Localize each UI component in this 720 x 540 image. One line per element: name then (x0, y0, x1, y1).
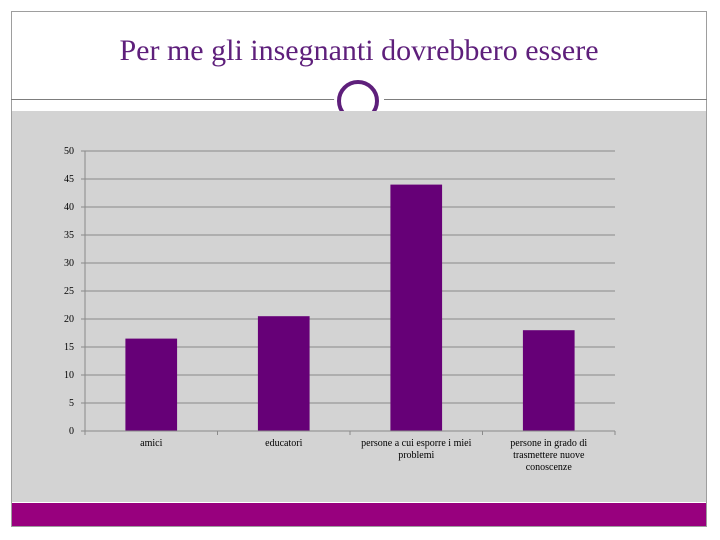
y-tick-label: 5 (69, 398, 74, 409)
y-tick-label: 45 (64, 174, 74, 185)
slide-title: Per me gli insegnanti dovrebbero essere (119, 34, 599, 67)
title-divider-left (11, 99, 338, 100)
x-axis: amici educatori persone a cui esporre i mi… (84, 430, 616, 473)
x-category-label: amici (140, 438, 162, 449)
bar (390, 184, 443, 431)
y-tick-label: 0 (69, 426, 74, 437)
y-tick-label: 20 (64, 314, 74, 325)
y-axis: 0 5 10 15 20 25 30 35 40 45 50 (64, 146, 86, 437)
x-category-label: problemi (398, 450, 434, 461)
bottom-accent-bar (12, 503, 706, 526)
bar (125, 338, 178, 431)
x-category-label: educatori (265, 438, 302, 449)
title-divider-right (384, 99, 707, 100)
bar (522, 330, 575, 431)
bars (125, 184, 575, 431)
bar (257, 316, 310, 431)
slide-frame (11, 11, 707, 527)
y-tick-label: 50 (64, 146, 74, 157)
y-tick-label: 10 (64, 370, 74, 381)
y-tick-label: 25 (64, 286, 74, 297)
x-category-label: trasmettere nuove (513, 450, 585, 461)
y-tick-label: 40 (64, 202, 74, 213)
y-tick-label: 35 (64, 230, 74, 241)
gridlines (85, 150, 615, 432)
x-category-label: persone in grado di (510, 438, 587, 449)
x-category-label: conoscenze (526, 462, 573, 473)
chart-background (12, 111, 706, 502)
y-tick-label: 15 (64, 342, 74, 353)
y-tick-label: 30 (64, 258, 74, 269)
x-category-label: persone a cui esporre i miei (361, 438, 471, 449)
